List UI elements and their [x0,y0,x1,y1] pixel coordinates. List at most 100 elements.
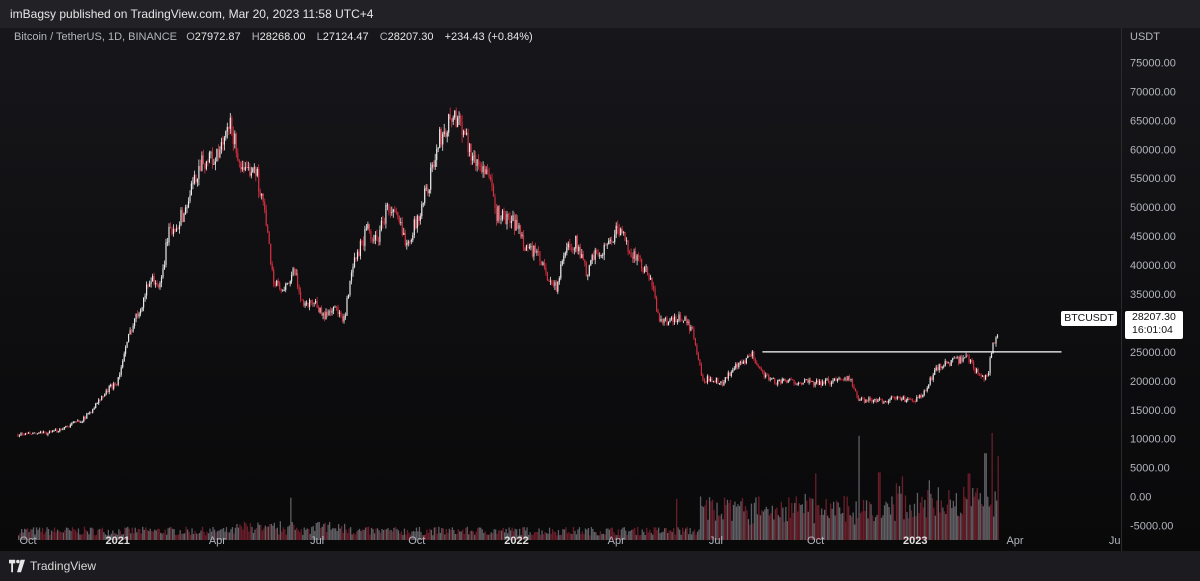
volume-bar [71,527,74,540]
volume-bar [937,487,939,540]
volume-bar [991,432,993,540]
volume-bar [749,524,751,540]
candle-body [584,260,586,263]
candle-body [513,215,516,231]
candle-body [883,401,885,403]
volume-bar [412,531,415,540]
volume-bar [131,527,133,540]
volume-bar [731,520,733,540]
candle-body [979,373,981,375]
candle-body [83,416,85,422]
candle-body [620,228,622,236]
volume-bar [967,473,969,540]
volume-bar [786,521,788,540]
volume-bar [161,533,163,540]
candle-body [159,282,161,288]
candle-body [581,254,583,259]
candle-body [516,219,519,229]
volume-bar [86,531,89,540]
candle-body [478,159,480,165]
volume-bar [670,530,672,540]
volume-bar [335,528,337,540]
price-axis: USDT -5000.00 0.00 5000.00 10000.00 15000.00 2… [1130,31,1176,533]
candle-body [540,261,542,265]
volume-bar [628,531,630,540]
candle-body [727,372,729,379]
candle-body [475,155,477,166]
volume-bar [646,527,648,540]
candle-body [976,369,978,373]
volume-bar [201,526,204,540]
candle-body [110,384,112,387]
volume-bar [137,529,139,540]
volume-bar [88,534,90,540]
candle-body [137,313,139,317]
volume-bar [987,496,989,540]
volume-bar [685,528,687,540]
candle-body [30,434,32,435]
change-value: +234.43 (+0.84%) [444,31,533,43]
candle-body [549,280,551,282]
volume-bar [904,495,907,540]
candle-body [371,239,373,241]
volume-bar [892,504,895,540]
volume-bar [70,531,72,540]
tradingview-logo-icon[interactable] [9,559,25,573]
candle-body [774,378,776,384]
chart-area[interactable] [0,28,1200,551]
candle-body [33,432,35,434]
candle-body [262,194,264,202]
candle-body [452,117,454,122]
volume-bar [85,529,87,540]
volume-bar [816,505,818,540]
volume-bar [339,528,341,540]
volume-bar [378,530,380,540]
volume-bar [394,526,397,540]
volume-bar [382,530,385,540]
volume-bar [260,524,262,540]
volume-bar [101,527,103,540]
candle-body [413,219,415,236]
candle-body [226,127,228,132]
volume-bar [432,535,434,540]
candle-body [877,399,879,402]
volume-bar [276,527,278,540]
volume-bar [293,524,295,540]
volume-bar [296,527,298,540]
volume-bar [738,506,741,540]
volume-bar [151,531,153,540]
volume-bar [92,528,94,540]
volume-bar [245,523,247,540]
volume-bar [598,535,600,540]
candle-body [184,207,187,214]
tradingview-brand[interactable]: TradingView [30,559,97,573]
candle-body [53,430,55,432]
candle-body [787,380,789,383]
volume-bar [323,524,325,540]
volume-bar [833,501,835,540]
candle-body [439,129,441,148]
volume-bar [949,499,951,540]
volume-bar [616,535,618,540]
candle-body [570,248,572,250]
candle-body [548,280,550,282]
volume-bar [679,529,681,540]
volume-bar [586,529,588,540]
volume-bar [559,535,561,540]
candle-body [225,131,227,138]
candle-body [841,379,843,381]
volume-bar [167,528,169,540]
volume-bar [414,531,416,540]
volume-bar [329,521,331,540]
candle-body [696,344,698,355]
volume-bar [83,526,86,540]
candle-body [543,262,545,268]
candle-body [229,117,231,129]
candle-body [904,396,906,402]
volume-bar [287,526,289,540]
candle-body [89,412,91,414]
volume-bar [421,534,424,540]
candle-body [41,431,43,434]
volume-bar [128,528,130,540]
